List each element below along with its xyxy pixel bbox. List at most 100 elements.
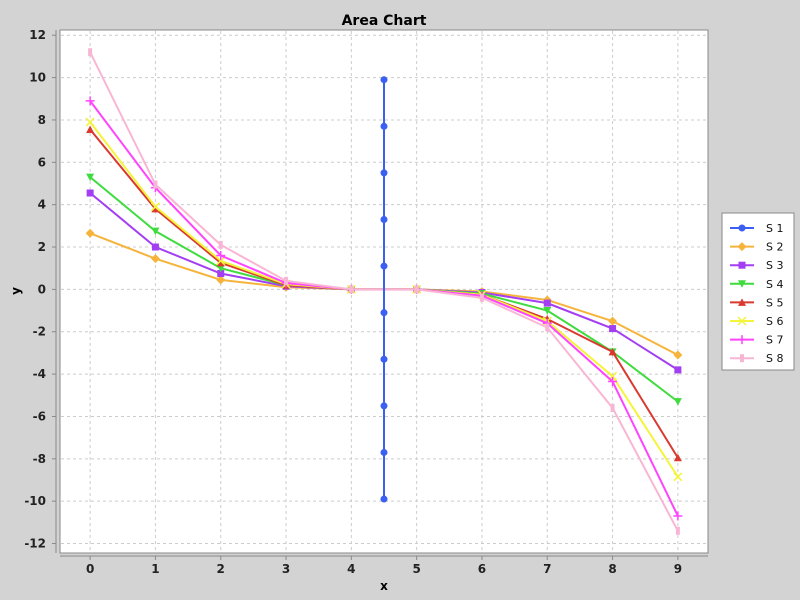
data-point — [150, 202, 160, 212]
x-tick-label: 7 — [543, 562, 551, 576]
y-tick-label: 12 — [29, 28, 46, 42]
legend-item: S 2 — [730, 241, 783, 254]
legend-label: S 5 — [766, 296, 783, 309]
legend-item: S 7 — [730, 334, 783, 347]
x-axis-label: x — [380, 579, 388, 593]
data-point — [479, 293, 484, 302]
data-point — [673, 472, 683, 482]
y-tick-label: -4 — [33, 367, 46, 381]
data-point — [610, 403, 615, 412]
data-point — [216, 264, 225, 273]
legend-label: S 6 — [766, 315, 783, 328]
data-point — [85, 96, 95, 106]
data-point — [673, 511, 683, 521]
legend-marker — [738, 298, 746, 306]
data-point — [153, 180, 158, 189]
y-tick-label: 0 — [38, 282, 46, 296]
data-point — [545, 323, 550, 332]
y-tick-label: 4 — [38, 198, 46, 212]
x-tick-label: 0 — [86, 562, 94, 576]
data-point — [675, 526, 680, 535]
legend-box — [721, 212, 795, 371]
y-tick-label: 2 — [38, 240, 46, 254]
legend-marker — [738, 280, 746, 288]
data-point — [85, 228, 95, 238]
legend-item: S 6 — [730, 315, 783, 328]
data-point — [380, 448, 388, 456]
y-tick-label: 8 — [38, 113, 46, 127]
data-point — [608, 316, 618, 326]
data-point — [674, 366, 682, 374]
x-tick-label: 2 — [217, 562, 225, 576]
legend-item: S 3 — [730, 259, 783, 272]
data-point — [608, 377, 618, 387]
legend-marker — [737, 242, 747, 252]
x-tick-label: 6 — [478, 562, 486, 576]
legend-label: S 2 — [766, 241, 783, 254]
x-tick-label: 3 — [282, 562, 290, 576]
data-point — [216, 275, 226, 285]
legend-marker — [737, 316, 747, 326]
legend-label: S 8 — [766, 352, 783, 365]
data-point — [543, 307, 552, 315]
data-point — [608, 347, 617, 356]
y-tick-label: 10 — [29, 71, 46, 85]
data-point — [414, 285, 419, 294]
data-point — [673, 398, 682, 406]
y-tick-label: 6 — [38, 155, 46, 169]
legend-item: S 5 — [730, 296, 783, 309]
data-point — [380, 262, 388, 270]
data-point — [85, 117, 95, 127]
legend-label: S 1 — [766, 222, 783, 235]
data-point — [380, 122, 388, 130]
data-point — [673, 350, 683, 360]
x-tick-label: 9 — [674, 562, 682, 576]
x-tick-label: 5 — [412, 562, 420, 576]
data-point — [673, 453, 682, 462]
data-point — [284, 276, 289, 285]
y-axis-label: y — [9, 287, 23, 295]
data-point — [151, 243, 159, 251]
data-point — [86, 125, 95, 133]
legend-marker — [738, 261, 746, 269]
data-point — [380, 355, 388, 363]
data-point — [216, 258, 225, 267]
y-tick-label: -8 — [33, 452, 46, 466]
data-point — [380, 495, 388, 503]
y-tick-label: -10 — [24, 494, 46, 508]
data-point — [609, 325, 617, 333]
legend-marker — [740, 354, 744, 363]
chart-title: Area Chart — [342, 13, 427, 29]
data-point — [216, 256, 226, 266]
data-point — [543, 299, 551, 307]
x-tick-label: 4 — [347, 562, 355, 576]
data-point — [380, 402, 388, 410]
y-tick-label: -2 — [33, 325, 46, 339]
series-s1 — [380, 76, 388, 503]
x-tick-label: 1 — [151, 562, 159, 576]
data-point — [151, 204, 160, 213]
legend-marker — [738, 224, 746, 232]
data-point — [380, 215, 388, 223]
legend-item: S 4 — [730, 278, 783, 291]
series-layer — [85, 48, 683, 535]
grid-lines — [61, 31, 707, 552]
y-tick-label: -12 — [24, 537, 46, 551]
data-point — [217, 269, 225, 277]
legend: S 1 S 2 S 3 S 4 S 5 S 6 S 7 S 8 — [721, 212, 795, 371]
legend-label: S 3 — [766, 259, 783, 272]
data-point — [349, 285, 354, 294]
data-point — [380, 309, 388, 317]
data-point — [216, 250, 226, 260]
data-point — [151, 227, 160, 236]
legend-item: S 1 — [730, 222, 783, 235]
legend-label: S 7 — [766, 334, 783, 347]
legend-label: S 4 — [766, 278, 783, 291]
legend-item: S 8 — [730, 352, 783, 365]
data-point — [150, 254, 160, 264]
legend-marker — [737, 335, 747, 345]
data-point — [86, 173, 95, 182]
data-point — [380, 76, 388, 84]
